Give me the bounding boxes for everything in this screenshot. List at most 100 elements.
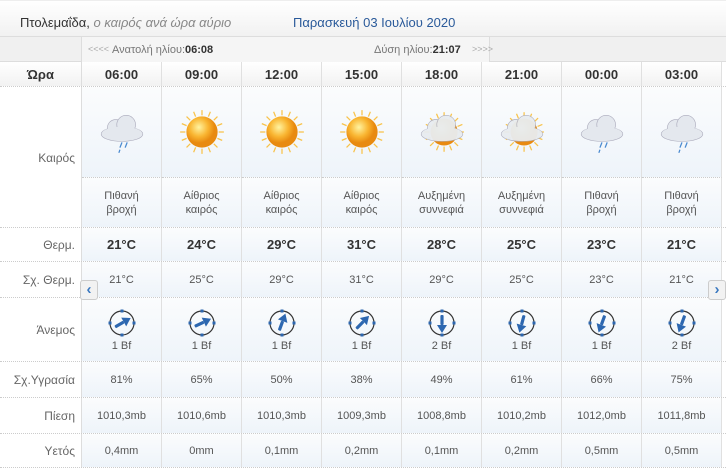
weather-description: Αίθριος καιρός: [343, 189, 380, 216]
hour-header: 00:00: [562, 62, 642, 86]
cell-humidity: 66%: [562, 362, 642, 397]
rain-cloud-icon: [100, 115, 143, 154]
hour-header: 18:00: [402, 62, 482, 86]
wind-direction-icon: [668, 309, 695, 336]
sunrise: Ανατολή ηλίου:06:08: [112, 44, 213, 56]
cell-weather: [82, 87, 162, 178]
cell-wind: 1 Bf: [82, 298, 162, 361]
row-hour: Ώρα 06:00 09:00 12:00 15:00 18:00 21:00 00:00 03…: [0, 62, 726, 87]
wind-force: 1 Bf: [191, 339, 212, 352]
cell-feels: 29°C: [402, 262, 482, 297]
city-name: Πτολεμαΐδα,: [20, 15, 90, 30]
row-label-pressure: Πίεση: [0, 398, 82, 433]
weather-description: Πιθανή βροχή: [664, 189, 699, 216]
hour-header: 12:00: [242, 62, 322, 86]
cell-weather: [322, 87, 402, 178]
cell-pressure: 1010,6mb: [162, 398, 242, 433]
cell-wind: 2 Bf: [402, 298, 482, 361]
weather-description: Αίθριος καιρός: [183, 189, 220, 216]
cell-humidity: 75%: [642, 362, 722, 397]
cell-humidity: 81%: [82, 362, 162, 397]
row-weather: Καιρός: [0, 87, 726, 228]
next-hours-link[interactable]: >>>>: [472, 44, 494, 54]
sunset-label: Δύση ηλίου:: [374, 44, 433, 56]
weather-description: Αυξημένη συννεφιά: [497, 189, 546, 216]
cell-weather: [642, 87, 722, 178]
hour-header: 03:00: [642, 62, 722, 86]
sun-icon: [179, 110, 224, 154]
row-desc: Πιθανή βροχή Αίθριος καιρός Αίθριος καιρός…: [0, 178, 726, 228]
hour-header: 06:00: [82, 62, 162, 86]
cell-humidity: 38%: [322, 362, 402, 397]
cell-rain: 0,5mm: [642, 434, 722, 467]
cell-desc: Πιθανή βροχή: [82, 178, 162, 227]
cell-humidity: 50%: [242, 362, 322, 397]
cell-desc: Πιθανή βροχή: [642, 178, 722, 227]
forecast-date: Παρασκευή 03 Ιουλίου 2020: [293, 15, 456, 30]
cell-temp: 23°C: [562, 228, 642, 261]
cell-wind: 1 Bf: [482, 298, 562, 361]
cell-pressure: 1009,3mb: [322, 398, 402, 433]
wind-direction-icon: [188, 309, 215, 336]
cell-rain: 0mm: [162, 434, 242, 467]
cell-desc: Αίθριος καιρός: [242, 178, 322, 227]
row-label-rain: Υετός: [0, 434, 82, 467]
cell-desc: Αίθριος καιρός: [322, 178, 402, 227]
cell-temp: 29°C: [242, 228, 322, 261]
weather-description: Αυξημένη συννεφιά: [417, 189, 466, 216]
cell-temp: 28°C: [402, 228, 482, 261]
weather-description: Πιθανή βροχή: [104, 189, 139, 216]
cell-temp: 21°C: [82, 228, 162, 261]
previous-hours-link[interactable]: <<<<: [88, 44, 110, 54]
row-wind: Άνεμος 1 Bf 1 Bf 1 Bf 1 Bf 2 Bf 1 Bf 1 Bf 2 Bf: [0, 298, 726, 362]
sun-icon: [339, 110, 384, 154]
location-title: Πτολεμαΐδα, ο καιρός ανά ώρα αύριο: [20, 15, 231, 30]
cell-rain: 0,2mm: [482, 434, 562, 467]
row-label-wind: Άνεμος: [0, 298, 82, 361]
cell-temp: 21°C: [642, 228, 722, 261]
cell-humidity: 49%: [402, 362, 482, 397]
cell-desc: Αυξημένη συννεφιά: [482, 178, 562, 227]
sun-behind-cloud-icon: [420, 112, 464, 152]
wind-force: 1 Bf: [591, 339, 612, 352]
hour-header: 15:00: [322, 62, 402, 86]
wind-direction-icon: [268, 309, 295, 336]
cell-weather: [482, 87, 562, 178]
forecast-header: Πτολεμαΐδα, ο καιρός ανά ώρα αύριο Παρασ…: [0, 0, 726, 37]
scroll-left-button[interactable]: ‹: [80, 280, 98, 300]
cell-feels: 31°C: [322, 262, 402, 297]
rain-cloud-icon: [580, 115, 623, 154]
cell-feels: 25°C: [162, 262, 242, 297]
cell-rain: 0,1mm: [242, 434, 322, 467]
wind-direction-icon: [588, 309, 615, 336]
cell-rain: 0,1mm: [402, 434, 482, 467]
cell-wind: 2 Bf: [642, 298, 722, 361]
cell-rain: 0,4mm: [82, 434, 162, 467]
wind-force: 1 Bf: [271, 339, 292, 352]
wind-direction-icon: [348, 309, 375, 336]
row-label-desc: [0, 178, 82, 227]
cell-wind: 1 Bf: [242, 298, 322, 361]
sunset: Δύση ηλίου:21:07: [374, 44, 461, 56]
sun-times: <<<< Ανατολή ηλίου:06:08 Δύση ηλίου:21:0…: [82, 37, 494, 62]
wind-direction-icon: [508, 309, 535, 336]
hour-header: 09:00: [162, 62, 242, 86]
hour-header: 21:00: [482, 62, 562, 86]
wind-force: 2 Bf: [431, 339, 452, 352]
sun-icon: [259, 110, 304, 154]
sunrise-time: 06:08: [185, 44, 214, 56]
sunset-time: 21:07: [432, 44, 461, 56]
cell-weather: [562, 87, 642, 178]
cell-temp: 25°C: [482, 228, 562, 261]
wind-force: 1 Bf: [111, 339, 132, 352]
wind-force: 1 Bf: [351, 339, 372, 352]
wind-force: 1 Bf: [511, 339, 532, 352]
sunrise-label: Ανατολή ηλίου:: [112, 44, 186, 56]
sun-bar-spacer: [0, 37, 82, 62]
cell-temp: 31°C: [322, 228, 402, 261]
row-feels: Σχ. Θερμ. 21°C 25°C 29°C 31°C 29°C 25°C 23°C 21°…: [0, 262, 726, 298]
scroll-right-button[interactable]: ›: [708, 280, 726, 300]
cell-desc: Πιθανή βροχή: [562, 178, 642, 227]
weather-description: Αίθριος καιρός: [263, 189, 300, 216]
row-humidity: Σχ.Υγρασία 81% 65% 50% 38% 49% 61% 66% 75%: [0, 362, 726, 398]
